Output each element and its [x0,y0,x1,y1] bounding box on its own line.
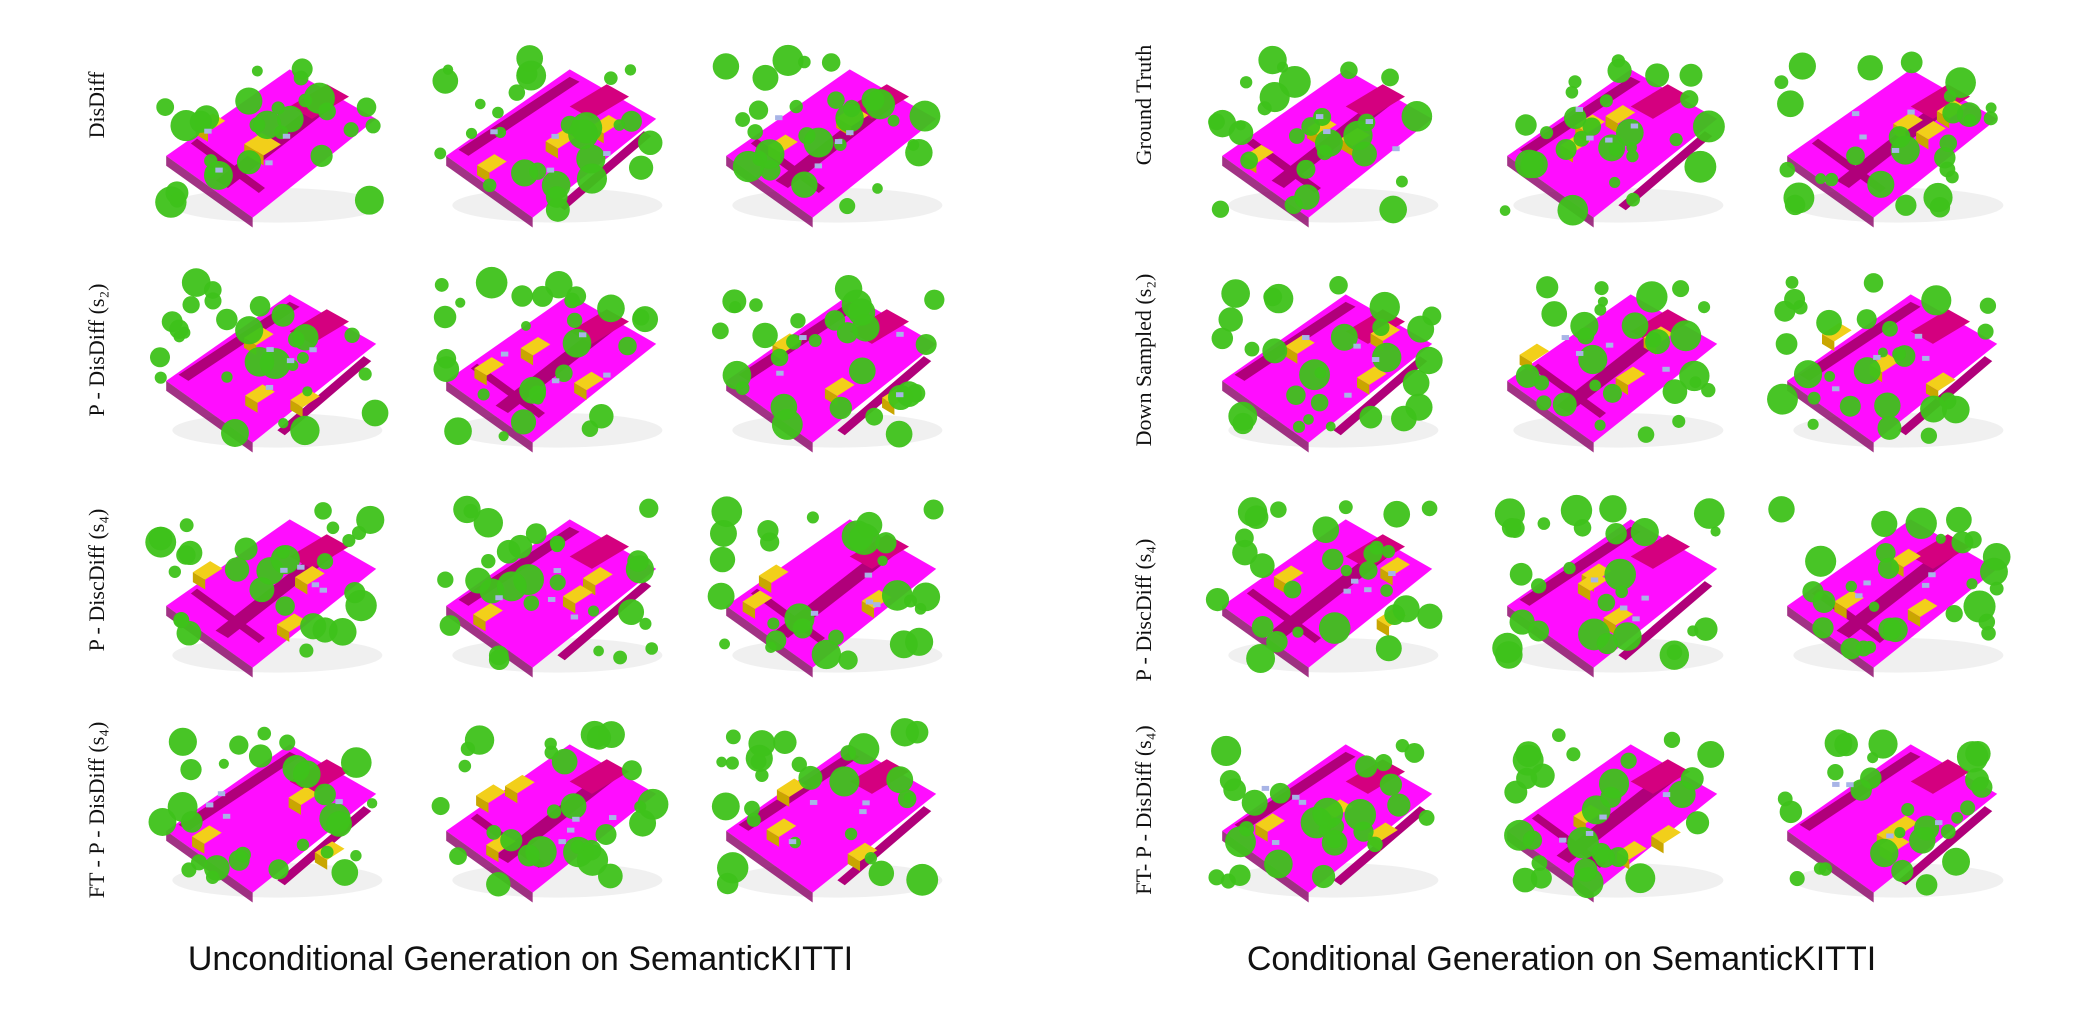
voxel-scene-image [433,266,663,453]
voxel-scene-image [1499,54,1725,228]
voxel-scene-image [1767,273,2004,453]
voxel-scene-image [1504,728,1725,903]
voxel-scene-image [707,496,944,678]
voxel-scene-image [1492,494,1725,678]
voxel-scene-image [1774,51,2004,228]
panel-caption: Unconditional Generation on SemanticKITT… [187,940,854,978]
voxel-scene-image [1208,45,1439,228]
voxel-scene-image [1507,276,1724,453]
voxel-scene-image [712,44,943,228]
unconditional-panel: DisDiff P - DisDiff (s₂) P - DiscDiff (s… [84,44,945,978]
voxel-scene-image [149,268,389,453]
conditional-panel: Ground Truth Down Sampled (s₂) P - DiscD… [1041,0,2082,1014]
panel-caption: Conditional Generation on SemanticKITTI [1246,940,1877,978]
voxel-scene-image [1211,276,1443,453]
voxel-scene-image [1777,729,2004,903]
voxel-scene-image [711,275,945,453]
voxel-scene-image [431,720,669,903]
voxel-scene-image [155,58,384,228]
voxel-scene-image [432,45,663,228]
voxel-scene-image [711,718,943,903]
voxel-scene-image [1768,496,2011,678]
voxel-scene-image [148,726,383,903]
voxel-scene-image [1205,497,1443,678]
voxel-scene-image [437,495,663,678]
voxel-scene-image [1208,735,1439,903]
voxel-scene-image [145,502,385,678]
